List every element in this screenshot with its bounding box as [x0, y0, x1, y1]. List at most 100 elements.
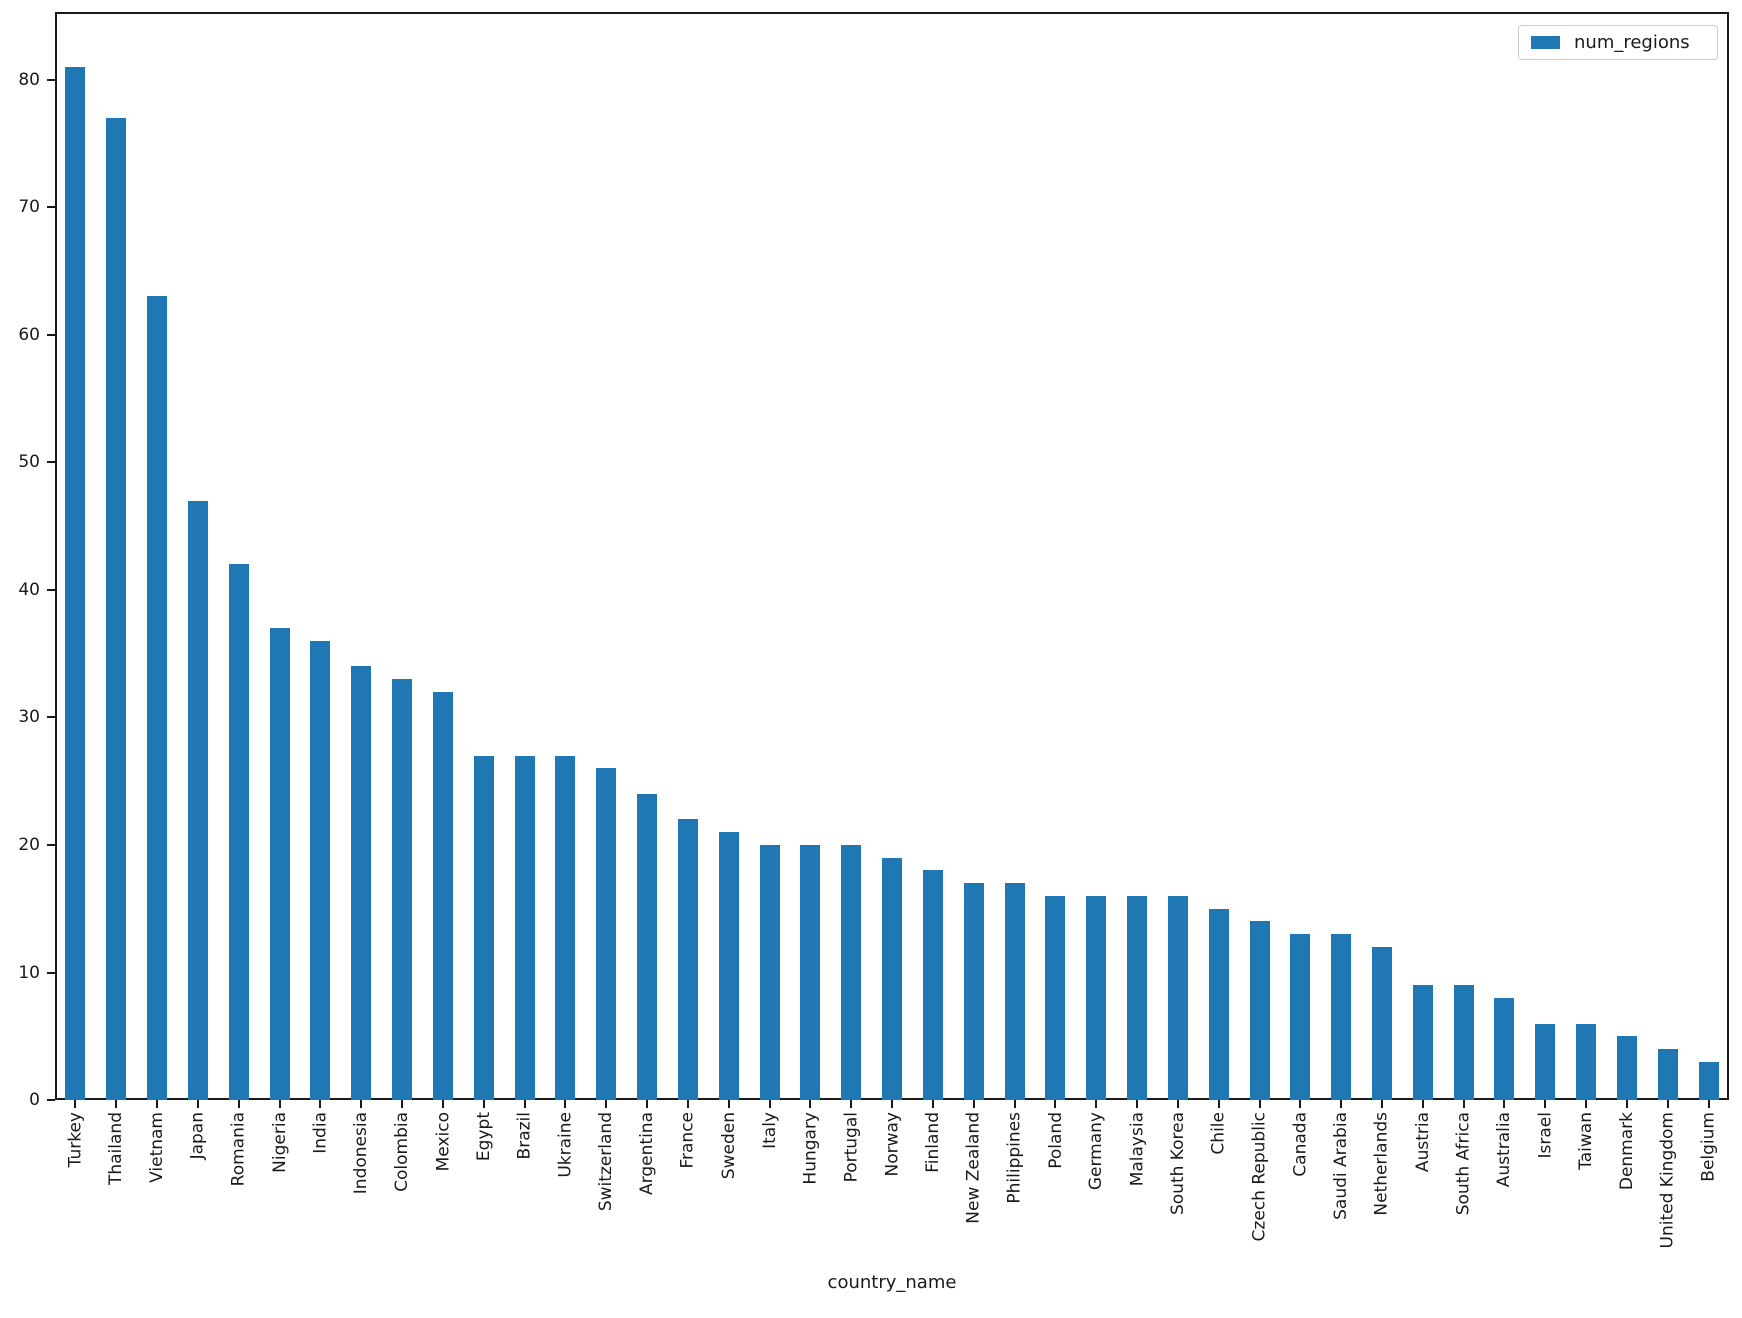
x-tick-mark — [1340, 1100, 1343, 1108]
bar-new-zealand — [963, 883, 984, 1100]
x-tick-label: Vietnam — [147, 1112, 168, 1183]
x-tick-label: Saudi Arabia — [1331, 1112, 1352, 1220]
y-tick-label: 10 — [18, 962, 40, 983]
x-tick-label: Portugal — [841, 1112, 862, 1183]
bar-egypt — [473, 755, 494, 1100]
bar-argentina — [637, 793, 657, 1100]
bar-israel — [1535, 1023, 1556, 1100]
bar-ukraine — [555, 755, 576, 1100]
x-tick-mark — [891, 1100, 893, 1108]
x-tick-mark — [278, 1100, 281, 1108]
bar-united-kingdom — [1657, 1049, 1678, 1100]
x-tick-mark — [1503, 1100, 1506, 1108]
bar-australia — [1494, 998, 1515, 1100]
bar-france — [677, 819, 698, 1100]
y-tick-mark — [47, 716, 55, 719]
x-tick-label: Egypt — [473, 1112, 494, 1162]
x-tick-label: Chile — [1208, 1112, 1229, 1155]
bar-brazil — [514, 755, 535, 1100]
bar-hungary — [800, 844, 821, 1100]
bar-vietnam — [147, 296, 168, 1100]
x-tick-label: Hungary — [800, 1112, 821, 1185]
x-tick-mark — [319, 1100, 322, 1108]
bar-taiwan — [1576, 1023, 1597, 1100]
bar-nigeria — [269, 628, 290, 1100]
x-tick-mark — [1585, 1100, 1588, 1108]
x-tick-label: New Zealand — [963, 1112, 984, 1224]
x-tick-mark — [156, 1100, 159, 1108]
bar-switzerland — [596, 768, 617, 1100]
bar-malaysia — [1127, 895, 1147, 1100]
x-tick-mark — [1299, 1100, 1302, 1108]
x-tick-mark — [1217, 1100, 1220, 1108]
bar-saudi-arabia — [1331, 934, 1352, 1100]
x-tick-label: Austria — [1412, 1112, 1433, 1173]
x-tick-mark — [1136, 1100, 1138, 1108]
y-tick-label: 70 — [18, 197, 40, 218]
x-tick-mark — [1381, 1100, 1383, 1108]
x-tick-mark — [1421, 1100, 1424, 1108]
x-tick-mark — [1176, 1100, 1179, 1108]
x-tick-label: Philippines — [1004, 1112, 1025, 1204]
x-tick-mark — [523, 1100, 526, 1108]
x-tick-label: Argentina — [637, 1112, 657, 1195]
x-tick-label: Finland — [922, 1112, 943, 1173]
bar-indonesia — [351, 666, 372, 1100]
x-tick-mark — [605, 1100, 608, 1108]
y-tick-mark — [47, 333, 55, 336]
x-tick-mark — [360, 1100, 363, 1108]
x-tick-label: Denmark — [1616, 1112, 1637, 1191]
bar-poland — [1045, 895, 1066, 1100]
x-tick-label: Indonesia — [351, 1112, 372, 1195]
bar-colombia — [392, 679, 412, 1100]
x-tick-label: Thailand — [106, 1112, 127, 1186]
bar-austria — [1412, 985, 1433, 1100]
bar-romania — [228, 564, 249, 1100]
x-tick-label: Czech Republic — [1249, 1112, 1270, 1242]
x-tick-label: Poland — [1045, 1112, 1066, 1169]
bar-denmark — [1616, 1036, 1637, 1100]
bar-mexico — [432, 691, 453, 1100]
bar-canada — [1290, 934, 1311, 1100]
y-tick-label: 80 — [18, 69, 40, 90]
y-tick-label: 0 — [29, 1090, 40, 1110]
x-tick-label: Colombia — [392, 1112, 412, 1192]
x-tick-label: France — [677, 1112, 698, 1169]
x-tick-label: United Kingdom — [1657, 1112, 1678, 1249]
bar-czech-republic — [1249, 921, 1270, 1100]
bar-south-africa — [1453, 985, 1474, 1100]
bar-belgium — [1698, 1061, 1719, 1100]
x-tick-mark — [931, 1100, 934, 1108]
legend-label: num_regions — [1574, 32, 1690, 53]
bar-italy — [759, 844, 780, 1100]
x-tick-mark — [809, 1100, 812, 1108]
x-tick-label: Ukraine — [555, 1112, 576, 1178]
x-tick-label: South Korea — [1167, 1112, 1188, 1216]
x-axis-title: country_name — [827, 1272, 957, 1293]
x-tick-mark — [74, 1100, 77, 1108]
x-tick-mark — [1666, 1100, 1669, 1108]
y-tick-label: 20 — [18, 834, 40, 855]
y-tick-mark — [47, 971, 55, 974]
x-tick-label: Norway — [882, 1112, 902, 1177]
x-tick-label: Brazil — [514, 1112, 535, 1160]
y-tick-mark — [47, 588, 55, 591]
x-tick-label: Turkey — [65, 1112, 86, 1168]
bar-chile — [1208, 908, 1229, 1100]
x-tick-label: Taiwan — [1576, 1112, 1597, 1170]
x-tick-mark — [768, 1100, 771, 1108]
x-tick-label: Canada — [1290, 1112, 1311, 1177]
x-tick-mark — [237, 1100, 240, 1108]
bar-thailand — [106, 117, 127, 1100]
x-tick-label: Netherlands — [1372, 1112, 1392, 1216]
bar-netherlands — [1372, 946, 1392, 1100]
y-tick-mark — [47, 1099, 55, 1101]
y-tick-mark — [47, 843, 55, 846]
x-tick-mark — [1095, 1100, 1098, 1108]
x-tick-mark — [482, 1100, 485, 1108]
x-tick-mark — [1544, 1100, 1547, 1108]
x-tick-label: Germany — [1086, 1112, 1107, 1191]
y-tick-mark — [47, 206, 55, 209]
x-tick-label: Malaysia — [1127, 1112, 1147, 1187]
